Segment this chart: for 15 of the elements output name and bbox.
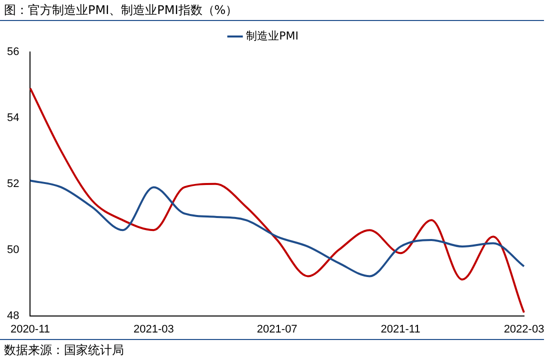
y-tick-label: 54 xyxy=(6,112,20,124)
x-tick-label: 2020-11 xyxy=(10,323,50,336)
chart-title: 图：官方制造业PMI、制造业PMI指数（%） xyxy=(0,0,544,21)
x-tick-label: 2022-03 xyxy=(504,323,544,336)
y-tick-label: 52 xyxy=(6,178,20,190)
y-tick-label: 56 xyxy=(6,46,20,58)
x-tick-label: 2021-03 xyxy=(133,323,174,336)
y-tick-label: 48 xyxy=(6,310,20,322)
x-tick-label: 2021-07 xyxy=(256,323,298,336)
line-series xyxy=(29,87,525,314)
y-tick-label: 50 xyxy=(6,244,20,256)
x-tick-label: 2021-11 xyxy=(380,323,420,336)
legend-label: 制造业PMI xyxy=(246,29,298,42)
source-note: 数据来源：国家统计局 xyxy=(0,339,544,360)
line-series xyxy=(29,180,525,278)
